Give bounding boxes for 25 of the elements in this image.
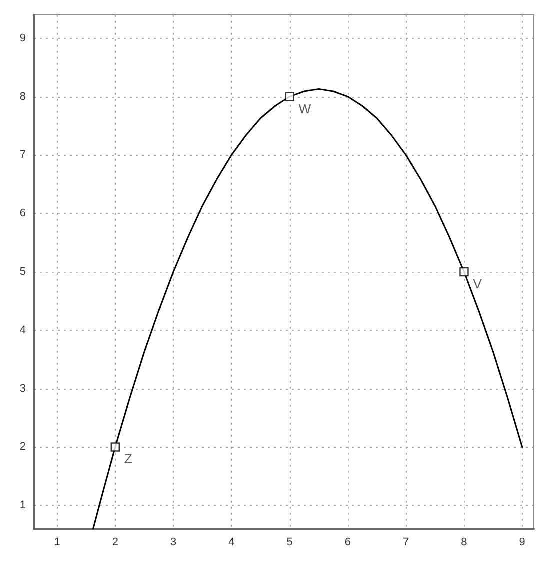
x-tick-label: 2 (112, 536, 118, 548)
x-tick-label: 9 (519, 536, 526, 548)
annotation: V (473, 276, 482, 292)
y-tick-label: 3 (20, 382, 26, 395)
point (460, 267, 469, 277)
y-tick-label: 8 (20, 90, 26, 103)
y-tick-label: 9 (20, 32, 26, 44)
x-tick-label: 4 (228, 536, 235, 548)
y-tick-label: 1 (20, 500, 26, 512)
y-tick-label: 6 (20, 208, 26, 220)
point (110, 442, 120, 452)
y-tick-label: 7 (20, 149, 26, 162)
x-tick-label: 7 (403, 536, 410, 548)
line-series (92, 88, 524, 530)
x-tick-label: 8 (461, 536, 468, 548)
annotation: W (298, 101, 312, 116)
x-tick-label: 3 (170, 536, 177, 548)
y-tick-label: 2 (20, 441, 26, 454)
y-tick-label: 5 (20, 266, 26, 278)
point (285, 92, 294, 102)
y-tick-label: 4 (20, 324, 26, 336)
x-tick-label: 6 (344, 536, 352, 548)
x-tick-label: 1 (54, 536, 60, 548)
annotation: Z (124, 452, 132, 467)
x-tick-label: 5 (286, 536, 293, 548)
